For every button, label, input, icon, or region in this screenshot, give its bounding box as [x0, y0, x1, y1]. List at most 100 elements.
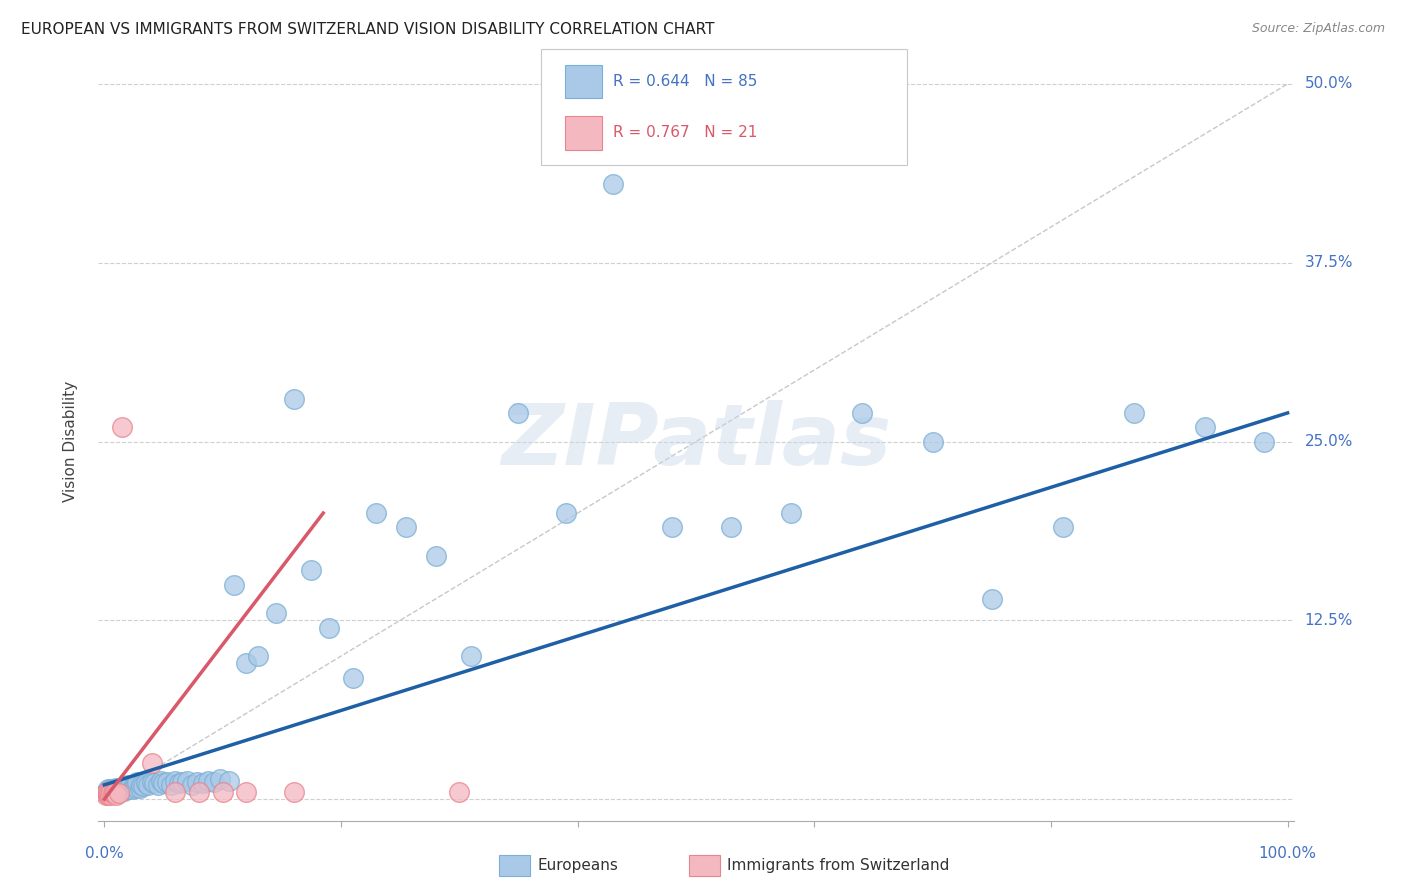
Point: [202, 775, 225, 789]
Point: [449, 785, 471, 799]
Point: [188, 785, 211, 799]
Point: [554, 506, 576, 520]
Point: [299, 563, 322, 577]
Point: [115, 782, 138, 797]
Point: [105, 780, 128, 795]
Point: [103, 785, 125, 799]
Point: [98, 788, 121, 802]
Point: [121, 782, 143, 797]
Point: [395, 520, 418, 534]
Point: [120, 780, 142, 794]
Y-axis label: Vision Disability: Vision Disability: [63, 381, 77, 502]
Point: [127, 775, 149, 789]
Point: [128, 780, 150, 795]
Point: [94, 787, 117, 801]
Text: 25.0%: 25.0%: [1305, 434, 1353, 449]
Point: [143, 776, 166, 790]
Point: [122, 778, 145, 792]
Point: [141, 775, 163, 789]
Point: [104, 782, 127, 797]
Point: [110, 782, 132, 797]
Point: [129, 778, 152, 792]
Point: [172, 775, 194, 789]
Point: [100, 783, 122, 797]
Point: [1052, 520, 1074, 534]
Point: [152, 776, 174, 790]
Point: [111, 780, 134, 795]
Text: R = 0.644   N = 85: R = 0.644 N = 85: [613, 74, 758, 89]
Point: [97, 782, 120, 797]
Point: [159, 778, 181, 792]
Point: [105, 783, 128, 797]
Point: [176, 773, 198, 788]
Point: [425, 549, 447, 563]
Text: R = 0.767   N = 21: R = 0.767 N = 21: [613, 125, 758, 140]
Point: [97, 787, 120, 801]
Text: ZIPatlas: ZIPatlas: [501, 400, 891, 483]
Point: [209, 772, 232, 786]
Point: [101, 787, 124, 801]
Point: [602, 177, 624, 191]
Point: [117, 778, 139, 792]
Point: [156, 775, 179, 789]
Point: [107, 782, 129, 797]
Point: [136, 778, 159, 792]
Text: Immigrants from Switzerland: Immigrants from Switzerland: [727, 858, 949, 872]
Text: 50.0%: 50.0%: [1305, 77, 1353, 91]
Point: [98, 783, 121, 797]
Point: [921, 434, 943, 449]
Point: [851, 406, 873, 420]
Point: [101, 782, 124, 797]
Point: [135, 776, 157, 790]
Point: [107, 780, 129, 795]
Point: [100, 785, 122, 799]
Point: [105, 785, 128, 799]
Point: [283, 392, 305, 406]
Point: [224, 577, 246, 591]
Point: [661, 520, 683, 534]
Point: [132, 780, 155, 794]
Point: [508, 406, 530, 420]
Point: [98, 787, 121, 801]
Point: [366, 506, 388, 520]
Point: [165, 785, 187, 799]
Point: [112, 782, 135, 797]
Point: [114, 783, 136, 797]
Point: [118, 780, 141, 795]
Point: [96, 785, 118, 799]
Point: [98, 785, 121, 799]
Point: [150, 773, 173, 788]
Point: [460, 649, 482, 664]
Point: [98, 782, 121, 797]
Point: [107, 787, 129, 801]
Point: [94, 788, 117, 802]
Point: [218, 773, 240, 788]
Point: [342, 671, 364, 685]
Text: 100.0%: 100.0%: [1258, 846, 1316, 861]
Point: [111, 420, 134, 434]
Text: 0.0%: 0.0%: [84, 846, 124, 861]
Point: [191, 776, 214, 790]
Point: [108, 783, 131, 797]
Point: [114, 780, 136, 794]
Point: [105, 788, 128, 802]
Point: [96, 787, 118, 801]
Point: [96, 783, 118, 797]
Point: [103, 783, 125, 797]
Text: 37.5%: 37.5%: [1305, 255, 1353, 270]
Text: EUROPEAN VS IMMIGRANTS FROM SWITZERLAND VISION DISABILITY CORRELATION CHART: EUROPEAN VS IMMIGRANTS FROM SWITZERLAND …: [21, 22, 714, 37]
Point: [104, 787, 127, 801]
Point: [283, 785, 305, 799]
Text: 12.5%: 12.5%: [1305, 613, 1353, 628]
Point: [197, 773, 219, 788]
Point: [103, 785, 125, 799]
Text: Source: ZipAtlas.com: Source: ZipAtlas.com: [1251, 22, 1385, 36]
Point: [100, 785, 122, 799]
Point: [146, 778, 169, 792]
Point: [779, 506, 801, 520]
Point: [186, 775, 208, 789]
Point: [1122, 406, 1144, 420]
Point: [264, 606, 287, 620]
Point: [1253, 434, 1275, 449]
Point: [125, 780, 148, 795]
